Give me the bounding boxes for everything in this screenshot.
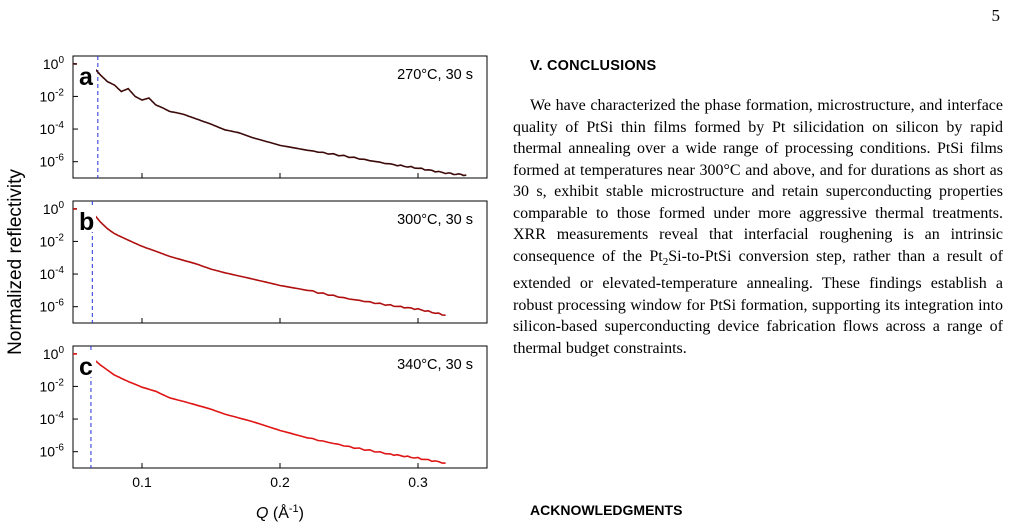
y-tick-label: 10-4	[40, 120, 65, 137]
section-heading-conclusions: V. CONCLUSIONS	[530, 58, 657, 74]
panel-letter: a	[79, 63, 94, 91]
y-axis-label: Normalized reflectivity	[5, 169, 26, 355]
y-tick-label: 10-6	[40, 443, 65, 460]
y-tick-label: 10-4	[40, 410, 65, 427]
x-tick-label: 0.1	[132, 474, 152, 490]
right-column: V. CONCLUSIONS We have characterized the…	[513, 0, 1003, 528]
page-number: 5	[991, 6, 1001, 25]
y-tick-label: 10-2	[40, 377, 65, 394]
panel-letter-bg	[77, 63, 96, 87]
y-tick-label: 10-6	[40, 298, 65, 315]
panel-b: 100 10-2 10-4 10-6 b 300°C, 30 s	[40, 200, 488, 324]
panel-c: 100 10-2 10-4 10-6 0.1 0.2 0.3 c 340°C, 30 s	[40, 345, 488, 490]
y-tick-label: 100	[43, 55, 65, 72]
panel-letter: b	[79, 208, 94, 236]
y-tick-label: 10-6	[40, 153, 65, 170]
reflectivity-curve	[72, 208, 446, 316]
y-tick-label: 10-4	[40, 265, 65, 282]
panel-letter: c	[79, 353, 93, 381]
x-axis-label: Q (Å-1)	[256, 503, 304, 522]
y-tick-label: 10-2	[40, 87, 65, 104]
x-tick-label: 0.3	[408, 474, 428, 490]
x-tick-label: 0.2	[270, 474, 290, 490]
panel-condition-label: 300°C, 30 s	[397, 212, 473, 228]
reflectivity-figure: Normalized reflectivity Q (Å-1) 100 10-2 1…	[0, 48, 500, 528]
y-tick-label: 100	[43, 200, 65, 217]
reflectivity-curve	[72, 353, 446, 464]
conclusions-paragraph: We have characterized the phase formatio…	[513, 97, 1004, 357]
panel-letter-bg	[77, 208, 96, 232]
panel-condition-label: 270°C, 30 s	[397, 67, 473, 83]
panel-condition-label: 340°C, 30 s	[397, 357, 473, 373]
section-heading-acknowledgments: ACKNOWLEDGMENTS	[530, 502, 683, 518]
panel-letter-bg	[77, 353, 96, 377]
reflectivity-curve	[72, 63, 467, 177]
y-tick-label: 100	[43, 345, 65, 362]
panel-a: 100 10-2 10-4 10-6 a 270°C, 30 s	[40, 55, 488, 179]
y-tick-label: 10-2	[40, 232, 65, 249]
